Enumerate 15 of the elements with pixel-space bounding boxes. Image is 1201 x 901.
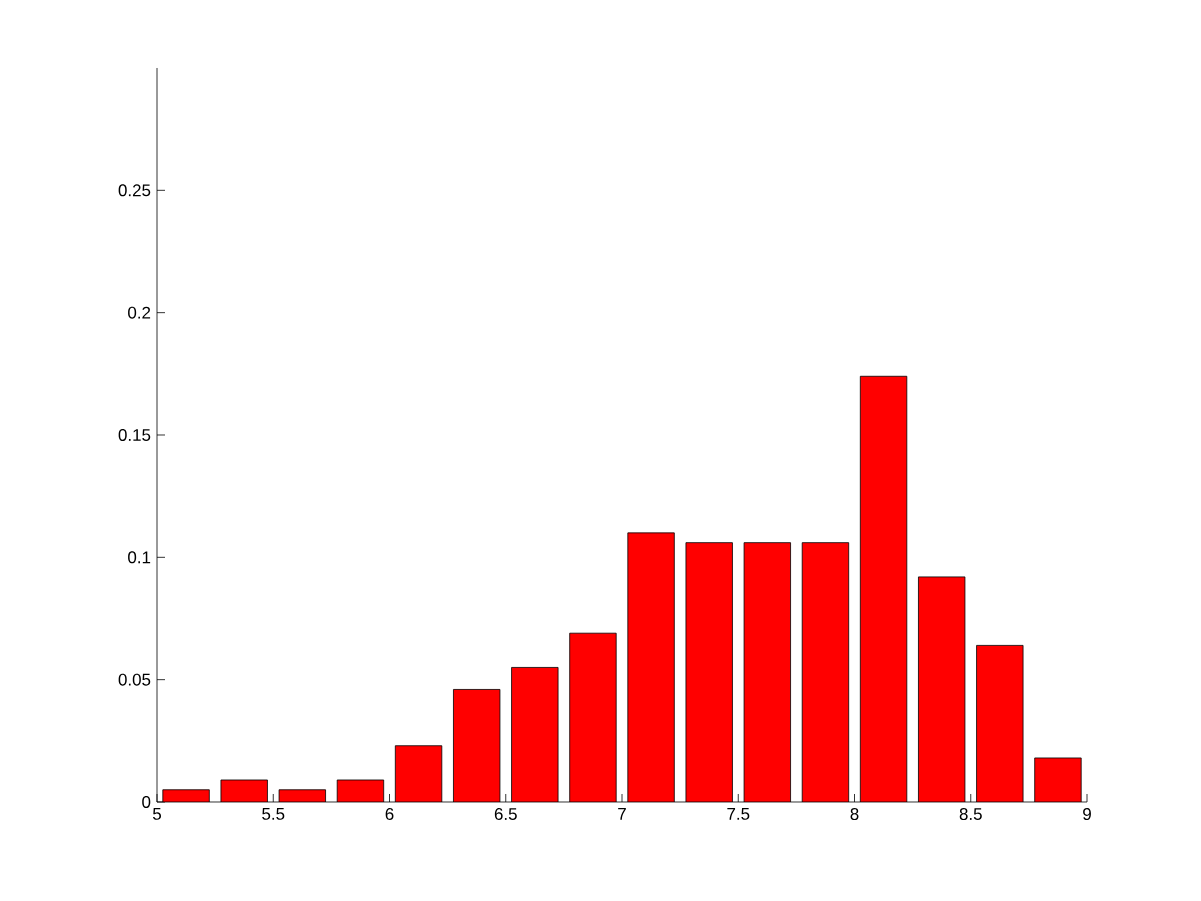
x-tick-label: 8.5 bbox=[959, 808, 982, 821]
x-tick-label: 5.5 bbox=[262, 808, 285, 820]
x-tick-label: 5 bbox=[152, 808, 162, 820]
x-tick-label: 6.5 bbox=[494, 808, 517, 821]
y-tick-label: 0.05 bbox=[118, 673, 151, 686]
y-tick-label: 0.1 bbox=[128, 551, 151, 564]
y-tick-label: 0.15 bbox=[118, 429, 151, 441]
y-tick-label: 0 bbox=[142, 796, 151, 808]
x-tick-label: 7 bbox=[618, 808, 626, 820]
x-tick-label: 8 bbox=[850, 808, 859, 821]
x-tick-label: 7.5 bbox=[727, 808, 750, 820]
y-tick-label: 0.2 bbox=[128, 306, 151, 319]
x-tick-label: 6 bbox=[385, 808, 394, 821]
y-tick-label: 0.25 bbox=[118, 184, 151, 197]
x-tick-label: 9 bbox=[1083, 808, 1091, 821]
